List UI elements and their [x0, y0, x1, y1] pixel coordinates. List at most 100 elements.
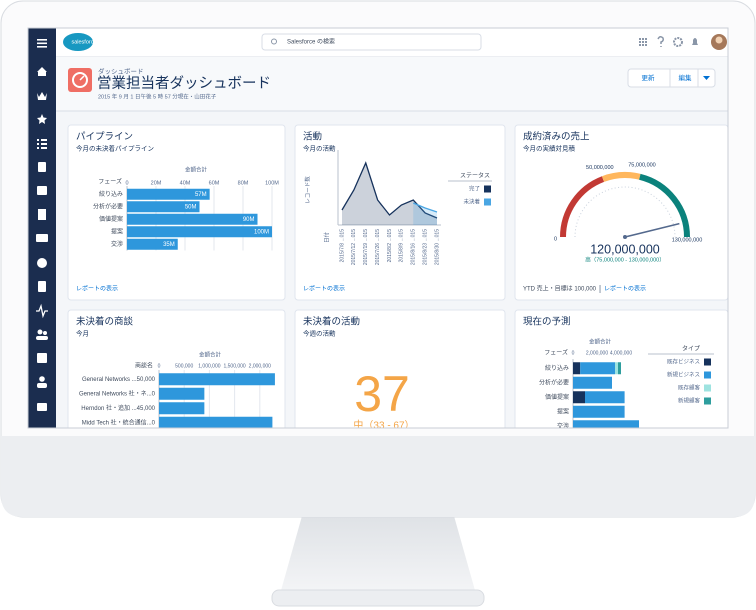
sidebar	[28, 28, 56, 428]
legend-label: 完了	[469, 184, 480, 192]
footer-note: YTD 売上・目標は 100,000	[523, 285, 597, 293]
card-bg	[67, 124, 286, 301]
line	[412, 202, 438, 213]
bar-segment	[573, 376, 612, 389]
gauge-band	[601, 172, 641, 182]
x-axis-label: 金額合計	[199, 350, 222, 358]
x-tick-label: 0	[125, 180, 128, 186]
category-label: 絞り込み	[99, 190, 123, 198]
category-label: General Networks 社・ネ...0	[79, 389, 156, 397]
x-tick-label: 40M	[180, 180, 191, 186]
search-box[interactable]	[261, 33, 482, 51]
x-tick-label: 0	[572, 350, 575, 356]
more-actions-button[interactable]	[703, 76, 710, 80]
category-label: 価値提案	[99, 215, 123, 223]
card-bg	[514, 124, 728, 301]
y-axis-label: フェーズ	[544, 349, 568, 357]
sidebar-icons[interactable]	[36, 39, 48, 411]
metric-value: 37	[354, 366, 410, 422]
header-title: 営業担当者ダッシュボード	[97, 75, 271, 92]
setup-icon[interactable]	[673, 37, 683, 47]
bar-segment	[573, 420, 639, 428]
legend-title: タイプ	[682, 345, 700, 353]
gauge-band	[560, 176, 605, 238]
category-label: 価値提案	[545, 393, 569, 401]
area-fill	[342, 163, 437, 225]
data-label: 100M	[254, 229, 269, 235]
page-header	[56, 57, 728, 111]
card-subtitle: 今月の未決着パイプライン	[76, 144, 154, 153]
bar-segment	[615, 362, 618, 375]
bar	[159, 402, 205, 415]
x-axis-label: 日付	[322, 232, 330, 244]
legend-label: 新規顧客	[678, 396, 701, 404]
x-tick-label: 100M	[265, 180, 279, 186]
legend-swatch	[484, 198, 491, 206]
x-tick-label: 2,000,000	[249, 363, 271, 369]
bar-segment	[580, 362, 615, 375]
category-label: 交渉	[111, 240, 123, 248]
logo-cloud[interactable]	[63, 33, 93, 51]
report-link[interactable]: レポートの表示	[604, 285, 646, 293]
category-label: 交渉	[557, 422, 569, 430]
line	[341, 161, 438, 219]
bar-segment	[573, 405, 625, 418]
bar	[159, 373, 275, 386]
card-title: 未決着の商談	[76, 316, 134, 328]
edit-button-label[interactable]: 編集	[679, 73, 693, 82]
y-axis-label: フェーズ	[98, 178, 122, 186]
help-icon[interactable]	[657, 35, 664, 47]
gauge-inner-arc	[574, 186, 676, 238]
category-label: Herndon 社・追加 ...45,000	[81, 404, 155, 412]
monitor-chin	[1, 436, 755, 517]
report-link[interactable]: レポートの表示	[303, 285, 345, 293]
card-title: 成約済みの売上	[523, 131, 590, 143]
x-tick-label: 2,000,000	[586, 350, 608, 356]
area-fill	[413, 203, 437, 225]
category-label: Midd Tech 社・統合通信...0	[82, 418, 156, 426]
bar	[127, 201, 200, 213]
legend-swatch	[704, 371, 711, 379]
gauge-tick-label: 50,000,000	[586, 165, 614, 171]
notification-icon[interactable]	[692, 38, 698, 45]
card-title: パイプライン	[76, 132, 133, 143]
x-tick-label: 2015/8/9 ...015	[399, 229, 405, 263]
dashboard-card: 現在の予測 0 2,000,000 4,000,000 金額合計フェーズ絞り込み分析が必…	[514, 309, 728, 430]
card-subtitle: 今月の活動	[303, 144, 336, 153]
legend-label: 既存顧客	[678, 383, 701, 391]
gauge-tick-label: 130,000,000	[672, 237, 703, 243]
gauge-value-label: 120,000,000	[590, 242, 660, 256]
data-label: 57M	[195, 192, 207, 198]
category-label: 分析が必要	[93, 202, 123, 210]
gauge-needle	[624, 222, 680, 238]
category-label: General Networks ...50,000	[82, 377, 156, 383]
report-link[interactable]: レポートの表示	[76, 285, 118, 293]
category-label: 絞り込み	[545, 364, 569, 372]
screen: ダッシュボード 営業担当者ダッシュボード 2015 年 9 月 1 日午後 5 …	[28, 28, 728, 430]
refresh-button-label[interactable]: 更新	[642, 73, 656, 82]
app-launcher[interactable]	[639, 38, 647, 46]
card-bg	[294, 309, 506, 428]
bar-segment	[618, 362, 621, 375]
x-tick-label: 20M	[151, 180, 162, 186]
search-placeholder[interactable]: Salesforce の検索	[287, 38, 335, 46]
legend-swatch	[704, 397, 711, 405]
x-tick-label: 2015/7/8 ...015	[339, 229, 345, 263]
x-tick-label: 1,000,000	[198, 363, 220, 369]
legend-swatch	[704, 358, 711, 366]
bar	[159, 387, 205, 400]
dashboard-icon-dial	[72, 72, 88, 88]
legend-title: ステータス	[460, 172, 490, 180]
card-bg	[294, 124, 506, 301]
card-title: 活動	[303, 131, 322, 143]
bar-segment	[573, 391, 585, 404]
avatar-face	[715, 36, 723, 44]
header-label: ダッシュボード	[98, 67, 144, 76]
x-tick-label: 2015/7/12 ...015	[351, 229, 357, 265]
bar-segment	[573, 362, 581, 375]
gauge-band	[639, 173, 690, 238]
